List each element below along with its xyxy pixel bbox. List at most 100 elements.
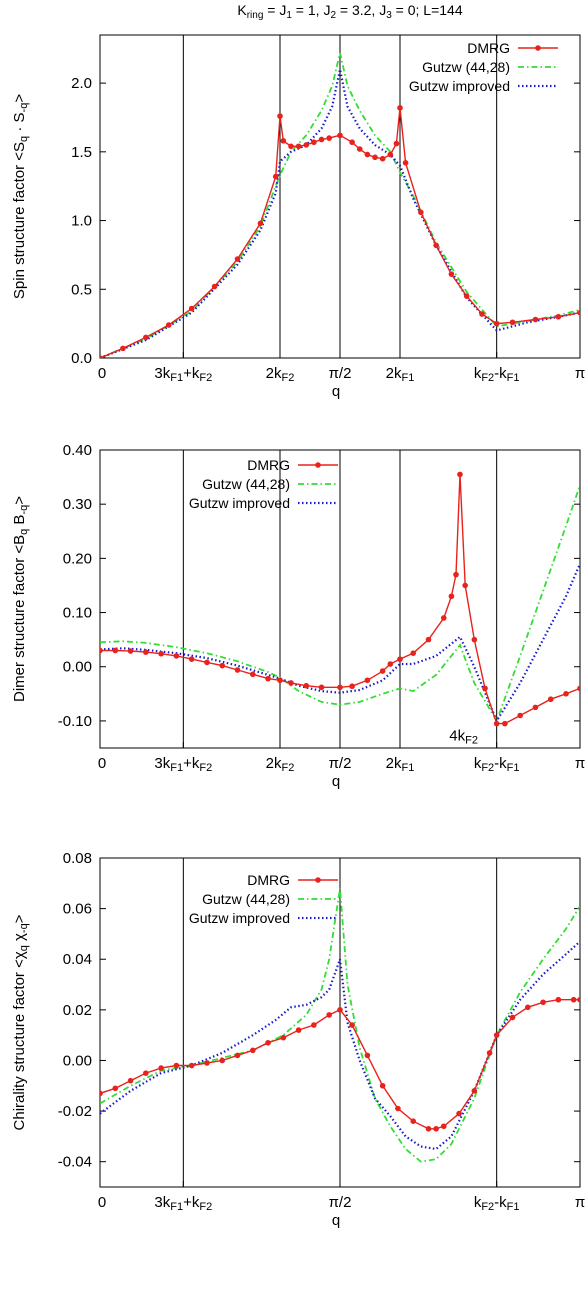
y-tick-label: 0.10	[63, 605, 92, 622]
data-point	[143, 334, 149, 341]
data-point	[577, 309, 580, 316]
y-tick-label: 0.5	[71, 281, 92, 298]
data-point	[120, 345, 126, 352]
series-line-gutzw-44-28-	[100, 484, 580, 724]
data-point	[249, 671, 256, 678]
data-point	[448, 271, 455, 277]
data-point	[280, 1034, 287, 1041]
data-point	[525, 1004, 531, 1011]
data-point	[337, 132, 343, 139]
y-axis-label: Chirality structure factor <χq​ χ-q​>	[11, 914, 30, 1130]
data-point	[463, 293, 470, 299]
data-point	[555, 996, 562, 1003]
y-tick-label: 0.08	[63, 850, 92, 867]
data-point	[318, 684, 325, 691]
data-point	[219, 1057, 226, 1064]
data-point	[311, 139, 317, 146]
series-group	[100, 888, 580, 1163]
y-axis-label: Dimer structure factor <Bq​ B-q​>	[11, 496, 30, 702]
legend-entry-label: Gutzw improved	[409, 78, 510, 94]
data-point	[337, 1007, 343, 1013]
data-point	[277, 113, 283, 119]
data-point	[440, 1123, 447, 1130]
data-point	[462, 582, 468, 589]
legend: DMRG Gutzw (44,28) Gutzw improved	[189, 872, 338, 926]
data-point	[393, 140, 400, 147]
legend-marker	[315, 877, 321, 883]
data-point	[326, 1012, 332, 1018]
x-axis-label: q	[332, 383, 340, 400]
data-point	[456, 1110, 462, 1117]
series-group	[100, 52, 580, 358]
legend: DMRG Gutzw (44,28) Gutzw improved	[189, 457, 338, 511]
legend-entry-label: Gutzw (44,28)	[202, 891, 290, 907]
data-point	[577, 685, 580, 692]
data-point	[211, 283, 218, 290]
data-point	[364, 677, 371, 684]
data-point	[204, 659, 210, 666]
data-point	[482, 685, 488, 692]
data-point	[410, 650, 417, 656]
y-tick-label: 0.40	[63, 442, 92, 459]
data-point	[165, 322, 172, 328]
data-point	[517, 712, 523, 719]
data-point	[303, 682, 310, 689]
x-tick-label: kF2​-kF1​	[474, 755, 520, 774]
y-tick-label: 1.5	[71, 144, 92, 161]
y-tick-label: 2.0	[71, 75, 92, 92]
x-tick-label: 2kF1​	[386, 755, 415, 774]
y-axis-label: Spin structure factor <Sq​ · S-q​>	[11, 94, 30, 299]
x-tick-label: 3kF1​+kF2​	[154, 1194, 212, 1213]
data-point	[577, 996, 580, 1003]
chart-panel-3: -0.04 -0.02 0.00 0.02 0.04 0.06 0.08 0 3kF1​+kF2…	[11, 850, 585, 1229]
y-tick-label: 0.00	[63, 1052, 92, 1069]
data-point	[471, 1088, 478, 1094]
y-tick-label: 1.0	[71, 213, 92, 230]
x-tick-label: 0	[98, 755, 106, 772]
data-point	[448, 593, 455, 600]
data-point	[493, 720, 500, 727]
data-point	[397, 656, 403, 662]
data-point	[318, 136, 325, 143]
data-point	[440, 615, 447, 621]
x-axis-label: q	[332, 773, 340, 790]
chart-panel-2: -0.10 0.00 0.10 0.20 0.30 0.40 0 3kF1​+kF2​ 2kF2…	[11, 442, 585, 790]
data-point	[234, 1052, 241, 1059]
data-point	[433, 1125, 439, 1132]
data-point	[509, 319, 516, 326]
data-point	[540, 999, 546, 1006]
x-tick-label: 2kF2​	[266, 755, 295, 774]
data-point	[173, 1062, 180, 1069]
data-point	[379, 155, 386, 162]
data-point	[372, 154, 378, 161]
data-point	[457, 471, 463, 478]
x-tick-label: π/2	[329, 365, 352, 382]
data-point	[410, 1118, 417, 1124]
y-tick-label: -0.10	[58, 713, 92, 730]
y-tick-label: 0.02	[63, 1002, 92, 1019]
data-point	[143, 649, 149, 655]
data-point	[555, 313, 562, 320]
y-tick-label: 0.20	[63, 550, 92, 567]
x-tick-label: kF2​-kF1​	[474, 1194, 520, 1213]
y-tick-label: 0.0	[71, 350, 92, 367]
annotation-label: 4kF2​	[449, 727, 478, 746]
data-point	[387, 151, 394, 158]
data-point	[479, 311, 485, 317]
data-point	[547, 696, 554, 703]
data-point	[563, 691, 569, 697]
data-point	[425, 636, 432, 643]
data-point	[188, 1062, 195, 1069]
data-point	[493, 320, 500, 327]
data-point	[272, 173, 279, 180]
data-point	[249, 1047, 256, 1054]
series-line-gutzw-improved	[100, 563, 580, 724]
data-point	[532, 316, 539, 323]
legend-entry-label: Gutzw (44,28)	[422, 59, 510, 75]
data-point	[295, 1027, 302, 1033]
data-point	[234, 667, 241, 673]
data-point	[295, 143, 302, 150]
data-point	[288, 680, 294, 686]
data-point	[418, 209, 424, 216]
y-tick-label: 0.06	[63, 901, 92, 918]
